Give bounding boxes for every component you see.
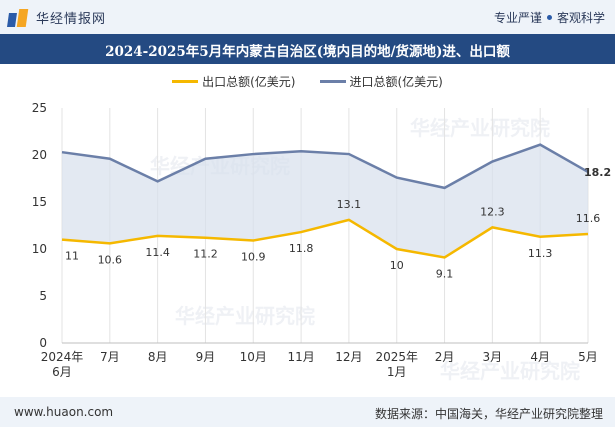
legend: 出口总额(亿美元) 进口总额(亿美元): [0, 73, 615, 90]
legend-swatch-export: [172, 80, 199, 83]
slogan-right: 客观科学: [556, 11, 605, 25]
export-value-label: 11.2: [193, 248, 218, 261]
export-value-label: 10: [390, 259, 404, 272]
y-tick-label: 25: [32, 101, 47, 115]
legend-item-import: 进口总额(亿美元): [319, 73, 443, 90]
logo-text: 华经情报网: [36, 12, 107, 27]
export-value-label: 11.6: [576, 212, 601, 225]
title-bar: 2024-2025年5月年内蒙古自治区(境内目的地/货源地)进、出口额: [0, 34, 615, 64]
chart-title: 2024-2025年5月年内蒙古自治区(境内目的地/货源地)进、出口额: [105, 44, 510, 60]
export-value-label: 10.9: [241, 251, 266, 264]
y-tick-label: 10: [32, 242, 47, 256]
x-tick-label: 2025年 1月: [375, 350, 418, 379]
export-value-label: 10.6: [98, 253, 123, 266]
top-bar: 华经情报网 专业严谨 客观科学: [0, 0, 615, 34]
export-value-label: 9.1: [436, 267, 454, 280]
x-tick-label: 2024年 6月: [41, 350, 84, 379]
y-tick-label: 15: [32, 195, 47, 209]
slogan: 专业严谨 客观科学: [494, 9, 605, 26]
y-tick-label: 5: [39, 289, 47, 303]
area-band: [62, 144, 588, 258]
export-value-label: 11.3: [528, 247, 553, 260]
x-tick-label: 8月: [148, 350, 168, 364]
x-axis: 2024年 6月 7月 8月 9月 10月 11月 12月 2025年 1月 2月 3月 4月 5月: [41, 350, 598, 379]
export-value-label: 12.3: [480, 205, 505, 218]
x-tick-label: 5月: [578, 350, 598, 364]
data-labels: 11 10.6 11.4 11.2 10.9 11.8 13.1 10 9.1 12.3 11.3 1…: [65, 166, 611, 281]
export-value-label: 11: [65, 250, 79, 263]
export-value-label: 11.8: [289, 242, 314, 255]
export-value-label: 11.4: [145, 246, 170, 259]
y-tick-label: 20: [32, 148, 47, 162]
x-tick-label: 2月: [435, 350, 455, 364]
x-tick-label: 10月: [240, 350, 267, 364]
logo: 华经情报网: [7, 8, 107, 27]
x-tick-label: 3月: [483, 350, 503, 364]
import-line: [61, 143, 589, 190]
legend-item-export: 出口总额(亿美元): [172, 73, 296, 90]
y-tick-label: 0: [39, 336, 47, 350]
footer-website[interactable]: www.huaon.com: [14, 405, 114, 419]
export-value-label: 13.1: [337, 198, 362, 211]
slogan-left: 专业严谨: [493, 11, 542, 25]
legend-label-export: 出口总额(亿美元): [202, 75, 296, 89]
x-tick-label: 9月: [196, 350, 216, 364]
export-line: [61, 218, 589, 259]
footer-source: 数据来源：中国海关，华经产业研究院整理: [374, 407, 603, 421]
x-tick-label: 7月: [100, 350, 120, 364]
y-axis: 0 5 10 15 20 25: [32, 101, 47, 350]
import-value-label: 18.2: [584, 166, 611, 179]
bullet-icon: [546, 15, 552, 20]
series-lines: [61, 143, 589, 259]
legend-swatch-import: [319, 80, 346, 83]
area-band-fill: [62, 144, 588, 258]
x-tick-label: 4月: [530, 350, 550, 364]
x-tick-label: 12月: [335, 350, 362, 364]
legend-label-import: 进口总额(亿美元): [349, 75, 443, 89]
x-tick-label: 11月: [287, 350, 314, 364]
footer: www.huaon.com 数据来源：中国海关，华经产业研究院整理: [0, 397, 615, 427]
